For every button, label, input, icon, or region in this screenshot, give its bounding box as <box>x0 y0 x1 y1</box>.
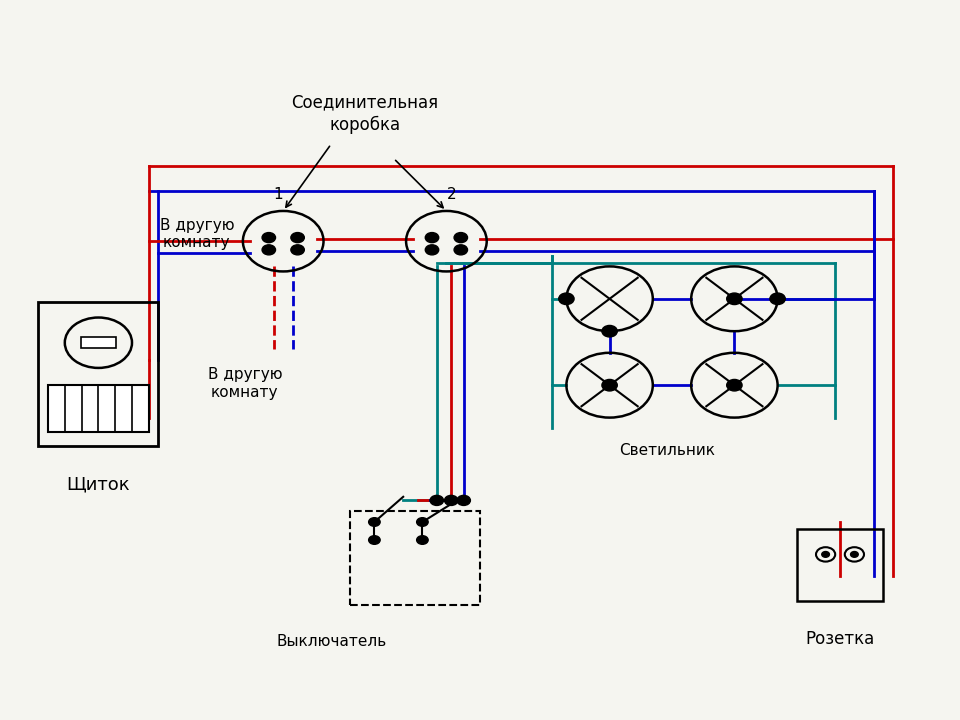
Text: В другую
комнату: В другую комнату <box>159 218 234 251</box>
Circle shape <box>417 536 428 544</box>
Circle shape <box>457 495 470 505</box>
Text: 2: 2 <box>446 186 456 202</box>
Circle shape <box>559 293 574 305</box>
Circle shape <box>727 293 742 305</box>
Circle shape <box>602 325 617 337</box>
Circle shape <box>262 245 276 255</box>
Bar <box>350 511 480 605</box>
Circle shape <box>425 233 439 243</box>
Text: В другую
комнату: В другую комнату <box>207 367 282 400</box>
Text: 1: 1 <box>274 186 283 202</box>
Circle shape <box>262 233 276 243</box>
Bar <box>48 385 149 432</box>
Text: Выключатель: Выключатель <box>276 634 386 649</box>
Circle shape <box>454 233 468 243</box>
Circle shape <box>369 518 380 526</box>
Text: Щиток: Щиток <box>66 475 131 493</box>
Circle shape <box>727 379 742 391</box>
Circle shape <box>369 536 380 544</box>
Circle shape <box>417 518 428 526</box>
Text: Соединительная
коробка: Соединительная коробка <box>291 94 439 134</box>
Circle shape <box>602 379 617 391</box>
Circle shape <box>430 495 444 505</box>
Bar <box>38 302 158 446</box>
Circle shape <box>770 293 785 305</box>
Text: Розетка: Розетка <box>805 630 875 648</box>
Circle shape <box>425 245 439 255</box>
Circle shape <box>822 552 829 557</box>
Circle shape <box>454 245 468 255</box>
Circle shape <box>851 552 858 557</box>
Circle shape <box>291 245 304 255</box>
Circle shape <box>444 495 458 505</box>
Circle shape <box>291 233 304 243</box>
Bar <box>797 529 883 601</box>
Bar <box>81 337 115 348</box>
Text: Светильник: Светильник <box>619 443 715 458</box>
